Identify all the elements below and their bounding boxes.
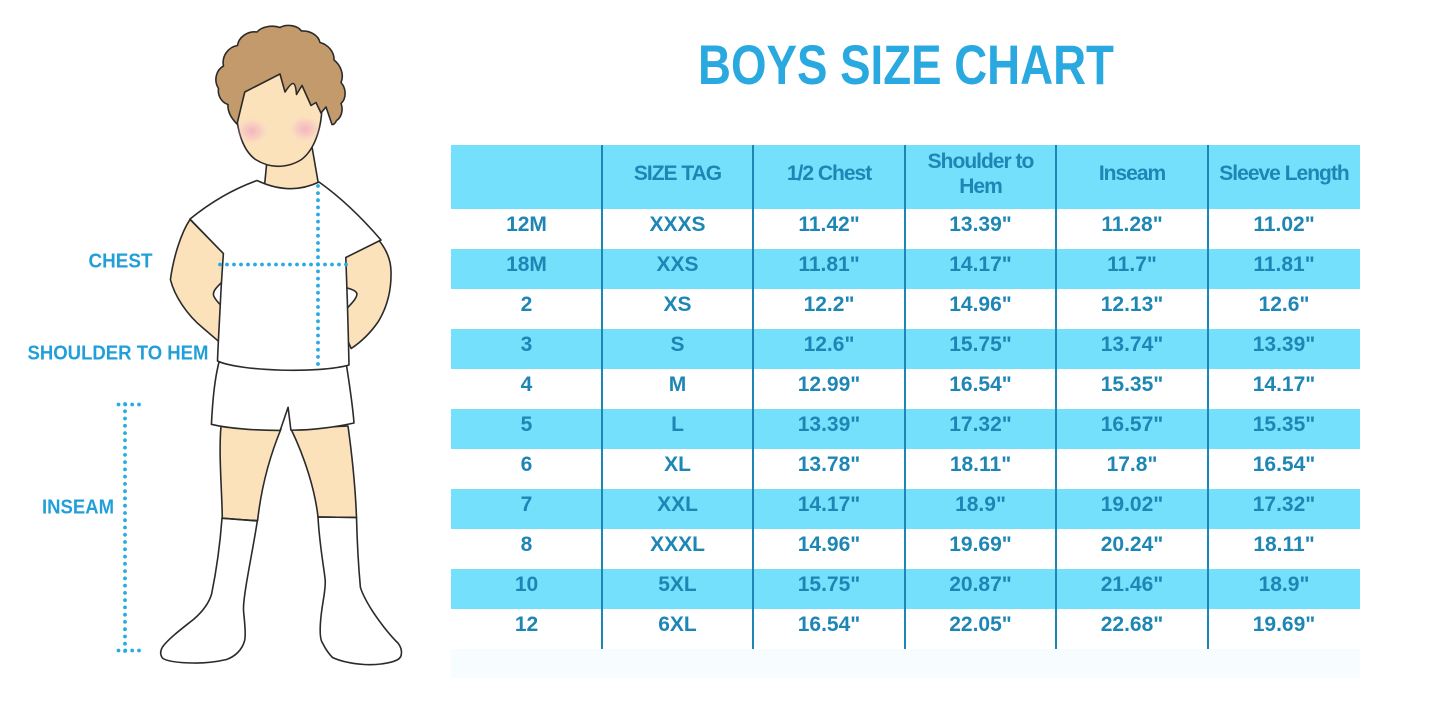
svg-text:INSEAM: INSEAM <box>42 496 114 519</box>
svg-text:SHOULDER TO HEM: SHOULDER TO HEM <box>28 342 209 365</box>
svg-text:CHEST: CHEST <box>89 250 153 273</box>
